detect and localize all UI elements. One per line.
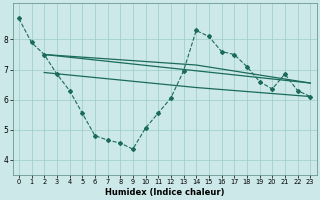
X-axis label: Humidex (Indice chaleur): Humidex (Indice chaleur): [105, 188, 224, 197]
